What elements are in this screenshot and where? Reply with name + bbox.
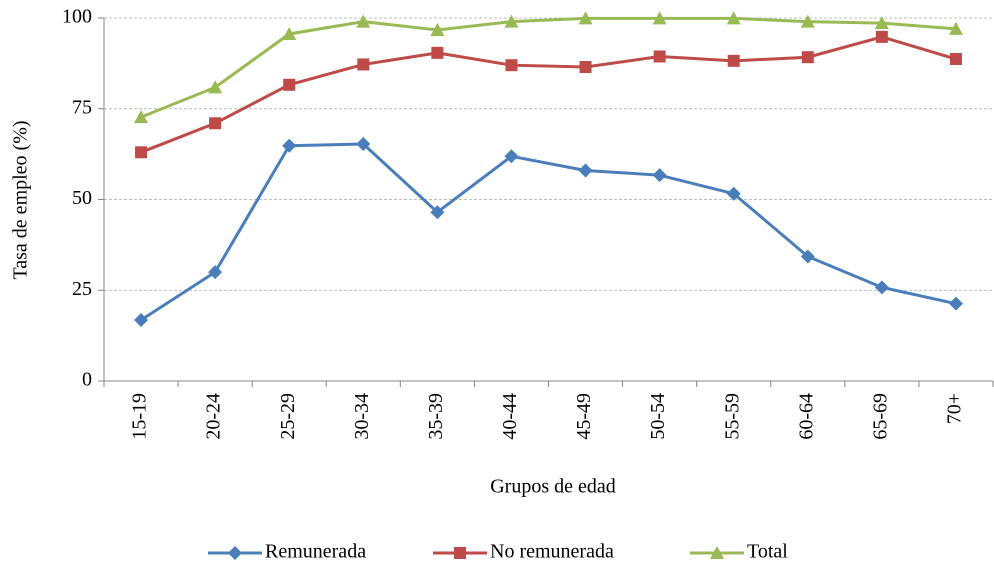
x-tick-label: 40-44	[499, 393, 521, 440]
marker	[800, 14, 815, 28]
marker	[874, 16, 889, 30]
marker	[652, 11, 667, 25]
series-line	[140, 35, 957, 154]
marker	[357, 58, 370, 71]
x-tick-label: 65-69	[869, 393, 891, 440]
x-tick-label: 25-29	[277, 393, 299, 440]
y-tick-label: 50	[72, 187, 92, 209]
marker	[579, 61, 592, 74]
marker	[875, 30, 888, 43]
x-tick-label: 60-64	[795, 393, 817, 440]
marker	[726, 186, 741, 201]
x-tick-label: 35-39	[425, 393, 447, 440]
marker	[948, 21, 963, 35]
series-line	[140, 16, 957, 119]
y-tick-label: 75	[72, 96, 92, 118]
marker	[800, 249, 815, 264]
legend-label: No remunerada	[490, 541, 614, 563]
marker	[948, 296, 963, 311]
marker	[504, 14, 519, 28]
x-tick-label: 15-19	[129, 393, 151, 440]
y-tick-label: 25	[72, 278, 92, 300]
marker	[430, 22, 445, 36]
legend-label: Total	[747, 541, 788, 563]
marker	[726, 11, 741, 25]
marker	[801, 51, 814, 64]
x-tick-label: 20-24	[203, 393, 225, 440]
marker	[578, 163, 593, 178]
marker	[356, 14, 371, 28]
x-tick-label: 45-49	[573, 393, 595, 440]
marker	[228, 546, 242, 560]
marker	[454, 547, 466, 559]
x-tick-label: 30-34	[351, 393, 373, 440]
marker	[356, 136, 371, 151]
marker	[208, 80, 223, 94]
marker	[431, 46, 444, 59]
y-tick-label: 100	[62, 6, 92, 28]
x-tick-label: 70+	[944, 393, 966, 424]
marker	[283, 78, 296, 91]
y-axis-label: Tasa de empleo (%)	[10, 120, 32, 279]
marker	[652, 168, 667, 183]
marker	[653, 50, 666, 63]
legend-label: Remunerada	[265, 541, 366, 563]
marker	[134, 313, 149, 328]
marker	[578, 11, 593, 25]
marker	[430, 205, 445, 220]
x-tick-label: 55-59	[721, 393, 743, 440]
marker	[282, 26, 297, 40]
marker	[135, 146, 148, 159]
x-axis-label: Grupos de edad	[490, 476, 616, 498]
marker	[727, 54, 740, 67]
y-tick-label: 0	[82, 369, 92, 391]
marker	[710, 546, 724, 559]
series-line	[140, 142, 957, 322]
marker	[134, 110, 149, 124]
marker	[282, 138, 297, 153]
marker	[874, 280, 889, 295]
marker	[505, 59, 518, 72]
marker	[209, 117, 222, 130]
marker	[208, 265, 223, 280]
marker	[949, 53, 962, 66]
x-tick-label: 50-54	[647, 393, 669, 440]
marker	[504, 149, 519, 164]
